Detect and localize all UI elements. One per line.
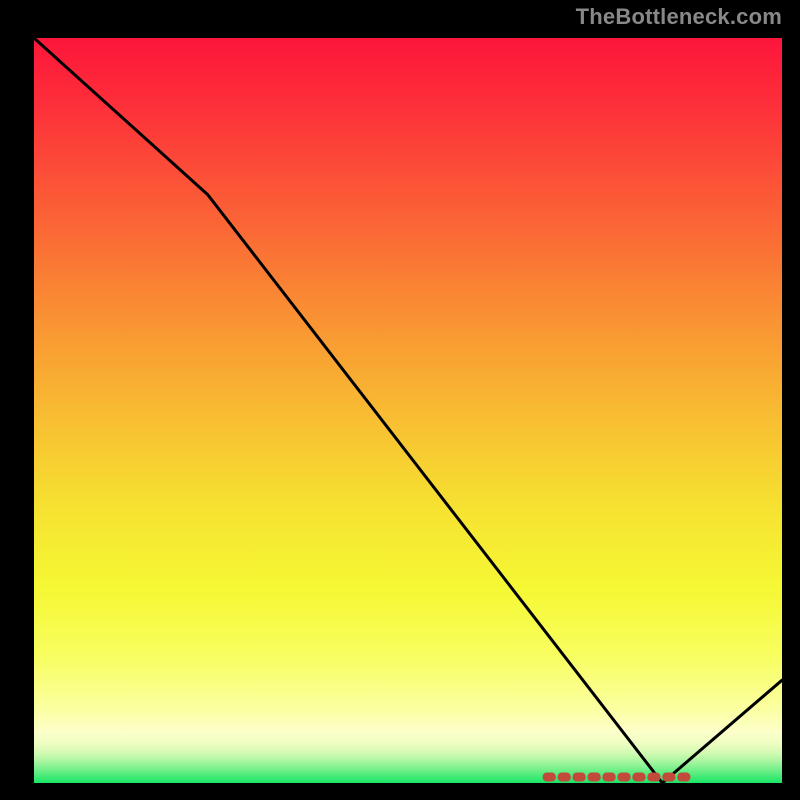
plot-background bbox=[34, 38, 782, 783]
watermark-text: TheBottleneck.com bbox=[576, 4, 782, 30]
bottleneck-chart bbox=[0, 0, 800, 800]
